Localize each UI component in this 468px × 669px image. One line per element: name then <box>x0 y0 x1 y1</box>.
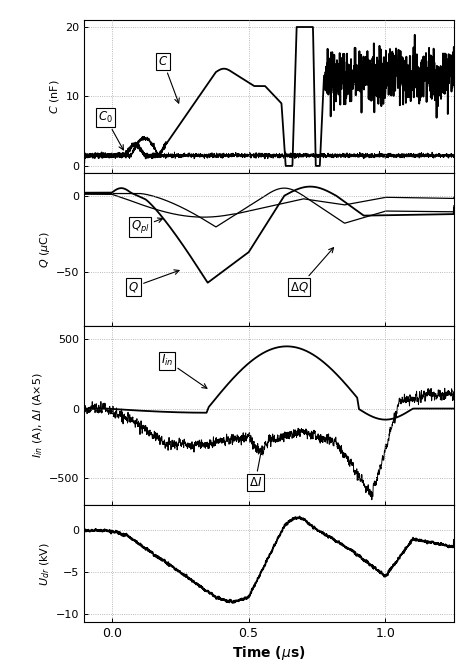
X-axis label: Time ($\mu$s): Time ($\mu$s) <box>233 644 306 662</box>
Y-axis label: $C$ (nF): $C$ (nF) <box>48 79 61 114</box>
Text: $C$: $C$ <box>158 56 179 103</box>
Text: $I_{in}$: $I_{in}$ <box>161 353 207 388</box>
Text: $\Delta I$: $\Delta I$ <box>249 450 263 489</box>
Text: $\Delta Q$: $\Delta Q$ <box>290 248 334 294</box>
Text: $Q_{pl}$: $Q_{pl}$ <box>131 218 163 235</box>
Y-axis label: $I_{in}$ (A), $\Delta I$ (A$\times$5): $I_{in}$ (A), $\Delta I$ (A$\times$5) <box>31 373 45 458</box>
Text: $Q$: $Q$ <box>128 270 179 294</box>
Y-axis label: $Q$ ($\mu$C): $Q$ ($\mu$C) <box>38 231 52 268</box>
Text: $C_0$: $C_0$ <box>98 110 124 150</box>
Y-axis label: $U_{dr}$ (kV): $U_{dr}$ (kV) <box>38 542 52 586</box>
